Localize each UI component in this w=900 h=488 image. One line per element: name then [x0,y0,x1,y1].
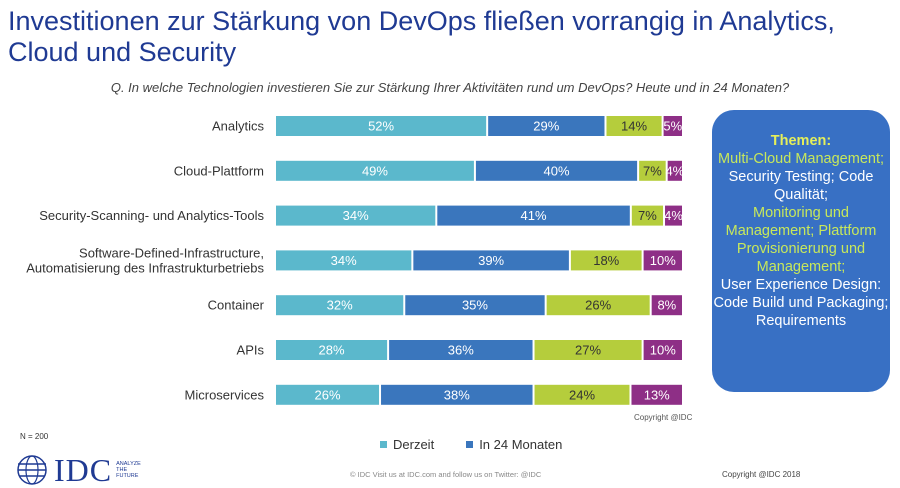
bar-value-label: 13% [644,387,670,402]
bar-segment [665,205,682,226]
themes-box: Themen: Multi-Cloud Management; Security… [712,110,890,392]
sample-size: N = 200 [20,432,49,441]
bar-segment [405,295,545,316]
category-label: Software-Defined-Infrastructure, Automati… [26,245,264,275]
bar-segment [663,116,682,136]
bar-segment [276,160,474,181]
bar-segment [389,340,533,360]
bar-segment [276,295,404,316]
bar-value-label: 14% [621,119,647,134]
legend-swatch-in24 [466,441,474,448]
bar-value-label: 10% [650,253,676,268]
bar-value-label: 24% [569,387,595,402]
footer-text: © IDC Visit us at IDC.com and follow us … [350,470,542,479]
bar-value-label: 5% [663,119,682,134]
themes-header: Themen: [770,133,832,149]
bar-segment [276,205,436,226]
bar-segment [488,116,605,136]
category-label: Cloud-Plattform [174,163,264,178]
theme-line: Multi-Cloud Management; [717,151,885,167]
legend-swatch-derzeit [380,441,387,448]
bar-value-label: 26% [314,387,340,402]
category-label: Analytics [212,119,265,134]
legend-item-in24: In 24 Monaten [466,437,562,452]
bar-value-label: 4% [664,208,683,223]
bar-value-label: 34% [343,208,369,223]
bar-segment [643,250,682,271]
legend-label-derzeit: Derzeit [393,437,435,452]
bar-segment [606,116,662,136]
bar-value-label: 7% [643,163,662,178]
bar-segment [631,384,682,405]
bar-value-label: 40% [544,163,570,178]
bar-value-label: 26% [585,298,611,313]
theme-line: User Experience Design: Code Build und P… [713,277,889,329]
category-label: Security-Scanning- und Analytics-Tools [39,208,264,223]
bar-segment [631,205,664,226]
bar-value-label: 41% [521,208,547,223]
category-label: Microservices [185,387,265,402]
globe-icon [17,455,47,485]
bar-segment [534,340,642,360]
theme-line: Monitoring und Management; Plattform Pro… [725,205,877,275]
bar-value-label: 4% [665,163,684,178]
bar-segment [437,205,630,226]
bar-value-label: 38% [444,387,470,402]
bar-segment [276,384,380,405]
bar-value-label: 28% [319,343,345,358]
bar-segment [651,295,682,316]
legend-item-derzeit: Derzeit [380,437,434,452]
bar-value-label: 18% [593,253,619,268]
logo-tagline: ANALYZE THE FUTURE [116,461,141,479]
bar-segment [276,250,412,271]
bar-segment [546,295,650,316]
bar-segment [381,384,533,405]
category-label: APIs [237,343,265,358]
bar-segment [639,160,666,181]
bar-value-label: 34% [331,253,357,268]
bar-value-label: 35% [462,298,488,313]
bar-value-label: 36% [448,343,474,358]
logo-text: IDC [54,452,113,488]
bar-segment [276,116,487,136]
stacked-bar-chart: Analytics Cloud-Plattform Security-Scannin… [26,116,685,405]
bar-segment [475,160,638,181]
bar-segment [570,250,642,271]
chart-copyright: Copyright @IDC [634,413,693,422]
chart-legend: Derzeit In 24 Monaten [380,437,562,452]
bar-segment [643,340,682,360]
bar-value-label: 52% [368,119,394,134]
category-label: Container [208,298,265,313]
bar-value-label: 49% [362,163,388,178]
bar-value-label: 27% [575,343,601,358]
bar-segment [276,340,388,360]
legend-label-in24: In 24 Monaten [479,437,563,452]
bar-segment [667,160,682,181]
bar-segment [413,250,569,271]
page-title: Investitionen zur Stärkung von DevOps fl… [8,6,835,67]
bar-value-label: 32% [327,298,353,313]
bar-segment [534,384,630,405]
copyright: Copyright @IDC 2018 [722,470,801,479]
idc-logo: IDC ANALYZE THE FUTURE [14,452,141,488]
theme-line: Security Testing; Code Qualität; [728,169,874,203]
bar-value-label: 8% [657,298,676,313]
bar-value-label: 10% [650,343,676,358]
bar-value-label: 39% [478,253,504,268]
survey-question: Q. In welche Technologien investieren Si… [110,80,790,95]
bar-value-label: 7% [638,208,657,223]
bar-value-label: 29% [533,119,559,134]
